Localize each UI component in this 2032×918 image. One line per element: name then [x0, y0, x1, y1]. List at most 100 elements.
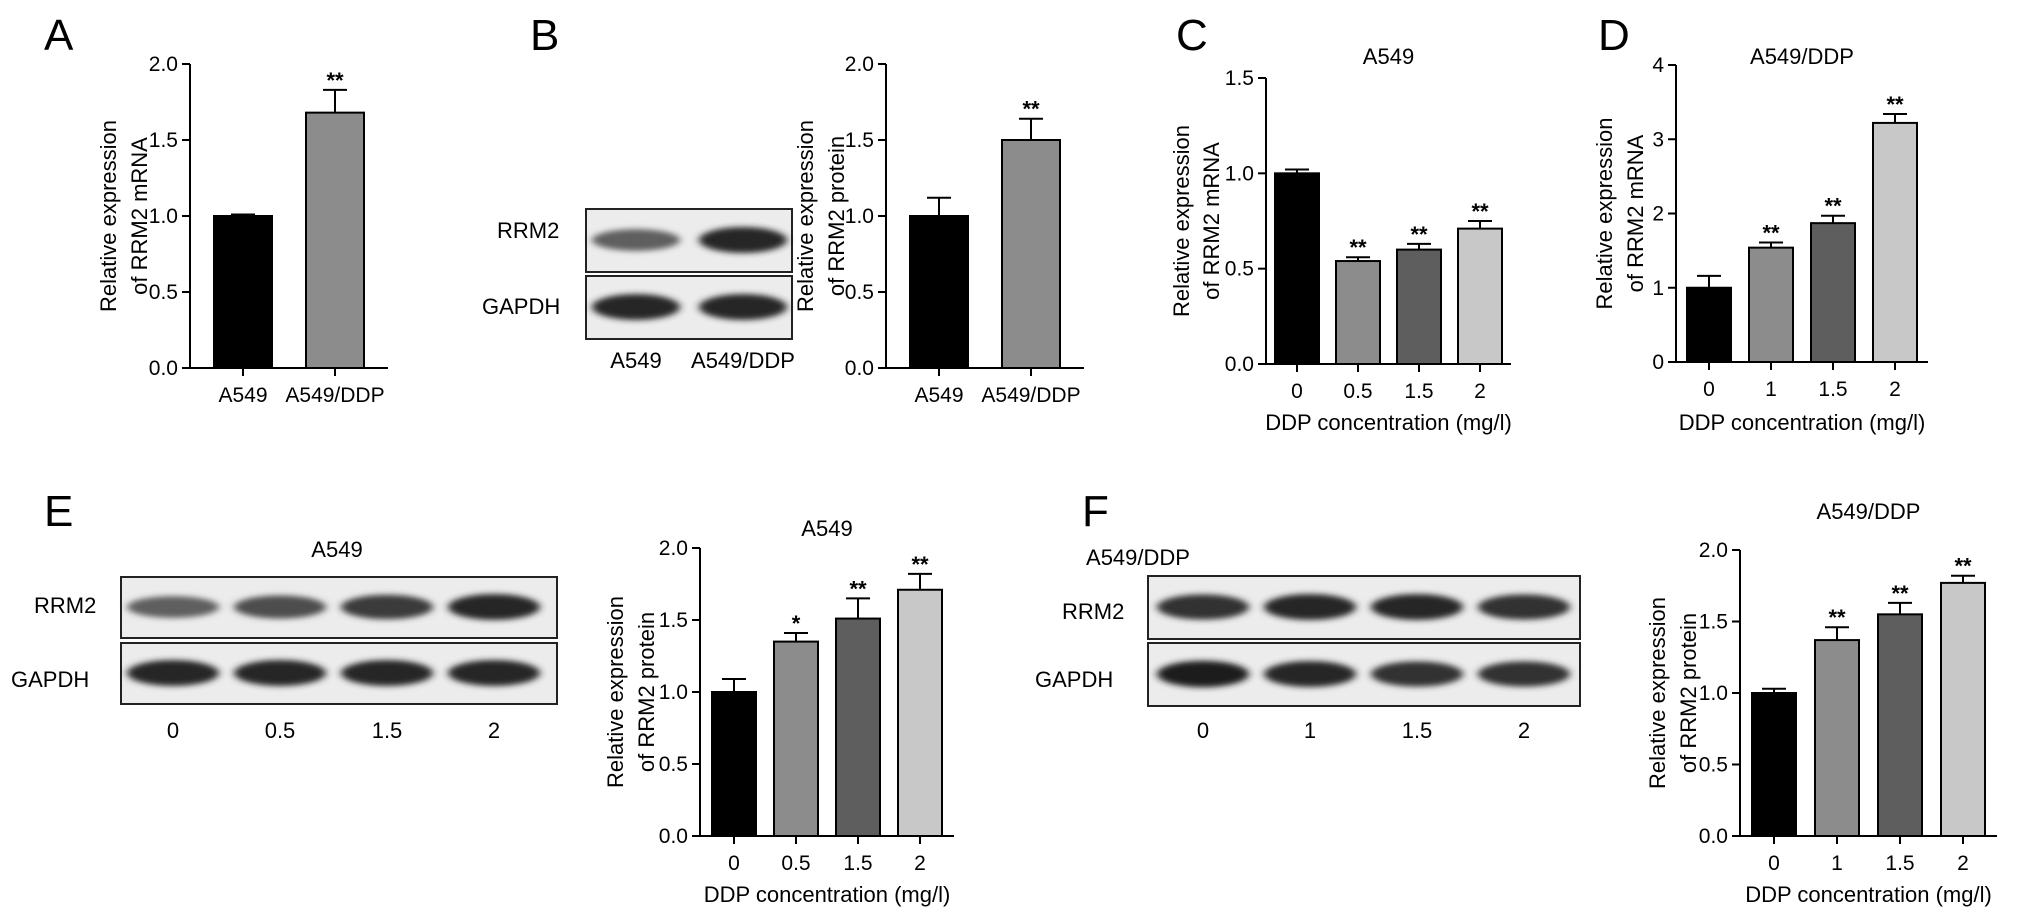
chart-f-x-tick-label: 1.5	[1885, 852, 1914, 875]
chart-e-bar	[773, 640, 819, 837]
chart-f-y-tick-label: 1.5	[1699, 611, 1728, 634]
chart-b-y-tick-label: 0.5	[845, 281, 874, 304]
chart-a-x-tick-label: A549	[218, 384, 267, 407]
chart-e-x-tick-label: 0.5	[781, 852, 810, 875]
blot-f-bands-rrm2	[1157, 594, 1570, 620]
chart-f-y-tick-label: 0.5	[1699, 754, 1728, 777]
blot-e-band-rrm2-1	[234, 595, 326, 619]
blot-e-band-gapdh-2	[341, 660, 433, 686]
panel-letter-b: B	[530, 11, 559, 60]
chart-c-bar	[1274, 172, 1320, 365]
blot-e-lane-label-2: 2	[488, 718, 500, 743]
blot-e: A549 RRM2 GAPDH 0 0.5 1.5 2	[11, 537, 558, 743]
chart-e-bar	[897, 588, 943, 838]
chart-c-y-axis-label: of RRM2 mRNA	[1199, 142, 1224, 300]
panel-letter-a: A	[44, 11, 74, 60]
chart-f-bar	[1877, 613, 1923, 837]
bar-chart-f: 0.0 0.5 1.0 1.5 2.0 Relative expression of RRM…	[1645, 499, 1997, 907]
blot-b-bands-rrm2	[592, 227, 787, 253]
chart-e-y-tick-label: 0.0	[659, 825, 688, 848]
chart-f-x-tick-label: 2	[1957, 852, 1969, 875]
chart-e-significance-mark: **	[911, 552, 929, 577]
chart-b-y-tick-label: 2.0	[845, 53, 874, 76]
blot-e-lane-label-0-5: 0.5	[265, 718, 296, 743]
chart-d-y-tick-label: 0	[1652, 351, 1664, 374]
chart-b-y-axis-label: of RRM2 protein	[824, 136, 849, 296]
blot-e-lane-label-0: 0	[167, 718, 179, 743]
blot-e-lane-label-1-5: 1.5	[372, 718, 403, 743]
chart-c-title: A549	[1363, 44, 1414, 69]
chart-b-x-tick-label: A549/DDP	[981, 384, 1080, 407]
chart-f-x-tick-label: 1	[1831, 852, 1843, 875]
chart-f-y-tick-label: 0.0	[1699, 825, 1728, 848]
chart-d-y-tick-label: 3	[1652, 128, 1664, 151]
chart-c-x-axis-label: DDP concentration (mg/l)	[1265, 410, 1512, 435]
chart-d-significance-mark: **	[1886, 92, 1904, 117]
chart-c-x-tick-label: 0	[1291, 380, 1303, 403]
chart-d-x-tick-label: 1	[1765, 378, 1777, 401]
chart-a-y-tick-label: 0.5	[149, 281, 178, 304]
blot-b-lane-label-a549-ddp: A549/DDP	[691, 348, 795, 373]
chart-a-significance-mark: **	[326, 68, 344, 93]
blot-b-row-label-gapdh: GAPDH	[482, 294, 560, 319]
chart-d-x-tick-label: 1.5	[1818, 378, 1847, 401]
chart-e-significance-mark: *	[792, 611, 801, 636]
chart-b-significance-mark: **	[1022, 97, 1040, 122]
chart-b-y-tick-label: 0.0	[845, 357, 874, 380]
chart-f-significance-mark: **	[1828, 605, 1846, 630]
blot-f-band-gapdh-1	[1264, 661, 1356, 687]
blot-b-band-gapdh-1	[699, 294, 787, 320]
blot-e-band-rrm2-2	[341, 594, 433, 620]
panel-letter-f: F	[1082, 487, 1109, 536]
chart-d-x-axis-label: DDP concentration (mg/l)	[1679, 410, 1926, 435]
chart-c-significance-mark: **	[1349, 235, 1367, 260]
chart-b-x-tick-label: A549	[914, 384, 963, 407]
chart-e-x-tick-label: 2	[914, 852, 926, 875]
chart-e-y-axis-label: Relative expression	[603, 596, 628, 788]
blot-e-title: A549	[311, 537, 362, 562]
blot-f-title: A549/DDP	[1086, 545, 1190, 570]
chart-d-bar	[1872, 121, 1918, 364]
blot-b-band-rrm2-0	[592, 229, 680, 251]
blot-e-band-rrm2-3	[448, 594, 540, 620]
blot-e-row-label-rrm2: RRM2	[34, 593, 96, 618]
chart-d-significance-mark: **	[1762, 220, 1780, 245]
chart-b-y-tick-label: 1.5	[845, 129, 874, 152]
blot-f-bands-gapdh	[1157, 660, 1570, 688]
blot-b-lane-label-a549: A549	[610, 348, 661, 373]
chart-c-bar	[1335, 260, 1381, 366]
bar-chart-e: 0.0 0.5 1.0 1.5 2.0 Relative expression of RRM…	[603, 516, 954, 907]
blot-f-row-label-rrm2: RRM2	[1062, 599, 1124, 624]
chart-c-significance-mark: **	[1410, 222, 1428, 247]
chart-e-y-tick-label: 1.0	[659, 681, 688, 704]
blot-f-lane-label-2: 2	[1518, 718, 1530, 743]
chart-e-y-axis-label: of RRM2 protein	[634, 612, 659, 772]
chart-f-y-axis-label: Relative expression	[1645, 597, 1670, 789]
chart-f-bar	[1751, 692, 1797, 837]
chart-c-x-tick-label: 2	[1474, 380, 1486, 403]
chart-c-bar	[1396, 248, 1442, 366]
chart-d-x-tick-label: 2	[1889, 378, 1901, 401]
panel-letter-c: C	[1176, 11, 1208, 60]
chart-e-y-tick-label: 1.5	[659, 609, 688, 632]
chart-f-bar	[1940, 581, 1986, 838]
blot-f-lane-label-0: 0	[1197, 718, 1209, 743]
chart-d-y-axis-label: Relative expression	[1592, 118, 1617, 310]
chart-d-x-tick-label: 0	[1703, 378, 1715, 401]
chart-c-y-tick-label: 0.0	[1225, 353, 1254, 376]
chart-b-bar	[909, 215, 969, 369]
chart-a-y-axis-label: of RRM2 mRNA	[127, 137, 152, 295]
blot-b-bands-gapdh	[592, 294, 787, 320]
chart-a-y-tick-label: 1.0	[149, 205, 178, 228]
blot-f-band-gapdh-2	[1371, 661, 1463, 687]
blot-f-band-gapdh-3	[1478, 661, 1570, 687]
chart-f-significance-mark: **	[1954, 554, 1972, 579]
blot-f-band-rrm2-3	[1478, 594, 1570, 620]
chart-d-y-tick-label: 1	[1652, 277, 1664, 300]
chart-d-significance-mark: **	[1824, 194, 1842, 219]
chart-a-y-tick-label: 2.0	[149, 53, 178, 76]
blot-b: RRM2 GAPDH A549 A549/DDP	[482, 208, 795, 373]
bar-chart-c: 0.0 0.5 1.0 1.5 Relative expression of RRM2 m…	[1169, 44, 1512, 435]
chart-c-x-tick-label: 1.5	[1404, 380, 1433, 403]
